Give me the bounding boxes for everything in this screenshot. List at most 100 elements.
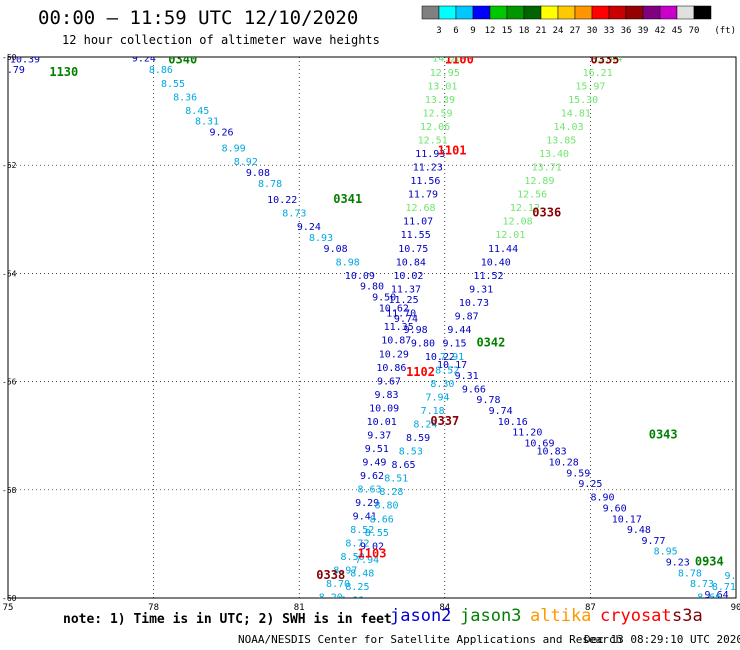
- wave-height-value: 9.24: [297, 222, 321, 233]
- wave-height-value: 8.24: [413, 420, 437, 431]
- legend-cryosat: cryosat: [600, 606, 672, 626]
- wave-height-value: 12.95: [430, 68, 460, 79]
- wave-height-value: 9.80: [411, 338, 435, 349]
- wave-height-value: 8.72: [345, 539, 369, 550]
- wave-height-value: 15.97: [575, 81, 605, 92]
- plot-frame: [7, 56, 737, 599]
- legend-s3a: s3a: [672, 606, 703, 626]
- wave-height-value: 8.20: [319, 593, 343, 604]
- track-time-label: 0342: [476, 335, 505, 349]
- wave-height-value: 8.30: [430, 379, 454, 390]
- wave-height-value: 12.06: [420, 122, 450, 133]
- legend-jason3: jason3: [460, 606, 522, 626]
- wave-height-value: 13.01: [427, 81, 457, 92]
- wave-height-value: 11.56: [410, 176, 440, 187]
- wave-height-value: 8.63: [358, 485, 382, 496]
- wave-height-value: 9.77: [641, 536, 665, 547]
- colorbar-tick-label: 45: [672, 26, 683, 36]
- colorbar-tick-label: 3: [436, 26, 441, 36]
- wave-height-value: 11.37: [391, 284, 421, 295]
- wave-height-value: 9.79: [1, 65, 25, 76]
- wave-height-value: 14.28: [432, 53, 462, 64]
- wave-height-value: 11.93: [415, 149, 445, 160]
- colorbar-tick-label: 30: [587, 26, 598, 36]
- wave-height-value: 8.51: [384, 474, 408, 485]
- y-tick-label: -50: [2, 53, 17, 62]
- wave-height-value: 7.18: [421, 406, 445, 417]
- wave-height-value: 11.20: [512, 428, 542, 439]
- wave-height-value: 9.51: [365, 444, 389, 455]
- wave-height-value: 10.01: [367, 417, 397, 428]
- wave-height-value: 7.91: [440, 352, 464, 363]
- track-time-label: 0934: [695, 555, 724, 569]
- wave-height-value: 9.83: [375, 390, 399, 401]
- wave-height-value: 8.71: [712, 582, 736, 593]
- colorbar-tick-label: 36: [621, 26, 632, 36]
- wave-height-value: 9.31: [469, 284, 493, 295]
- wave-height-value: 11.44: [488, 244, 518, 255]
- wave-height-value: 10.28: [549, 457, 579, 468]
- wave-height-value: 8.52: [350, 525, 374, 536]
- wave-height-value: 12.08: [503, 217, 533, 228]
- wave-height-value: 8.59: [406, 433, 430, 444]
- color-scale-legend: 3 6 9 12 15 18 21 24 27 30 33 36 39 42 45 70 (ft): [421, 5, 736, 36]
- track-time-label: 0336: [532, 206, 561, 220]
- wave-height-value: 7.94: [355, 555, 379, 566]
- wave-height-value: 10.09: [345, 271, 375, 282]
- track-time-label: 1101: [438, 143, 467, 157]
- wave-height-value: 9.02: [360, 541, 384, 552]
- wave-height-value: 8.36: [173, 92, 197, 103]
- wave-height-value: 9.87: [455, 311, 479, 322]
- wave-height-value: 11.52: [473, 271, 503, 282]
- wave-height-value: 8.25: [345, 582, 369, 593]
- wave-height-value: 9.31: [455, 371, 479, 382]
- wave-height-value: 8.66: [370, 514, 394, 525]
- wave-height-value: 8.97: [333, 566, 357, 577]
- wave-height-value: 11.35: [384, 322, 414, 333]
- colorbar-tick-label: 27: [570, 26, 581, 36]
- track-time-label: 1103: [358, 546, 387, 560]
- wave-height-value: 8.45: [185, 106, 209, 117]
- wave-height-value: 10.86: [376, 363, 406, 374]
- x-tick-label: 84: [439, 603, 450, 613]
- wave-height-value: 8.55: [365, 528, 389, 539]
- wave-height-value: 9.49: [362, 457, 386, 468]
- x-tick-label: 78: [148, 603, 159, 613]
- wave-height-value: 12.56: [517, 190, 547, 201]
- wave-height-value: 9.25: [578, 479, 602, 490]
- wave-height-value: 9.44: [447, 325, 471, 336]
- wave-height-value: 8.31: [195, 117, 219, 128]
- wave-height-value: 9.59: [566, 468, 590, 479]
- wave-height-value: 7.94: [425, 393, 449, 404]
- wave-height-value: 13.85: [546, 136, 576, 147]
- wave-height-value: 8.80: [375, 501, 399, 512]
- legend-jason2: jason2: [390, 606, 452, 626]
- wave-height-value: 8.55: [161, 79, 185, 90]
- wave-height-value: 14.03: [554, 122, 584, 133]
- wave-height-value: 15.30: [568, 95, 598, 106]
- legend-altika: altika: [530, 606, 592, 626]
- wave-height-value: 11.55: [401, 230, 431, 241]
- colorbar-unit: (ft): [714, 26, 736, 36]
- wave-height-value: 8.33: [341, 595, 365, 606]
- wave-height-value: 8.78: [678, 568, 702, 579]
- wave-height-value: 12.01: [495, 230, 525, 241]
- wave-height-value: 11.70: [386, 309, 416, 320]
- wave-height-value: 8.95: [654, 547, 678, 558]
- wave-height-value: 10.22: [267, 195, 297, 206]
- wave-height-value: 12.12: [510, 203, 540, 214]
- wave-height-value: 11.25: [388, 295, 418, 306]
- footer-note: note: 1) Time is in UTC; 2) SWH is in fe…: [63, 612, 392, 627]
- track-time-label: 0933: [612, 598, 641, 612]
- wave-height-value: 9.60: [603, 503, 627, 514]
- wave-height-value: 8.92: [234, 157, 258, 168]
- x-tick-label: 75: [3, 603, 14, 613]
- wave-height-value: 8.28: [379, 487, 403, 498]
- wave-height-value: 10.62: [379, 303, 409, 314]
- wave-height-value: 12.59: [422, 109, 452, 120]
- wave-height-value: 8.90: [590, 493, 614, 504]
- wave-height-value: 9.37: [367, 430, 391, 441]
- wave-height-value: 10.87: [381, 336, 411, 347]
- wave-height-value: 12.51: [418, 136, 448, 147]
- y-tick-label: -60: [2, 594, 17, 603]
